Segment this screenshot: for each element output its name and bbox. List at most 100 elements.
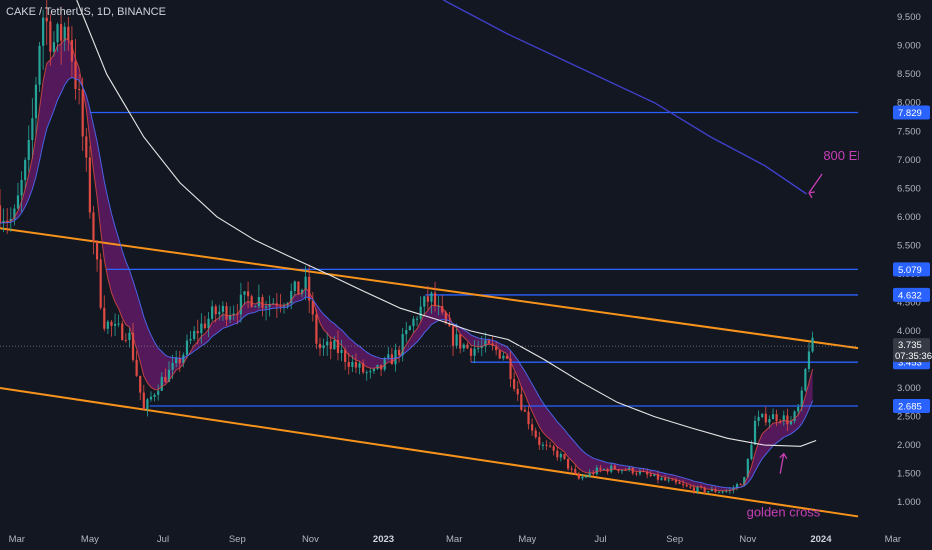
time-axis-background [0,526,932,550]
candle-body [534,430,537,438]
candles [0,0,814,495]
candle-body [638,471,642,474]
candle-body [620,470,624,472]
candle-body [153,394,156,397]
time-tick-label: May [518,534,536,545]
candle-body [42,17,45,46]
candle-body [311,300,314,315]
candle-body [60,24,63,41]
candle-body [196,330,199,334]
candle-body [16,195,20,209]
candle-body [602,469,606,471]
price-tag-label: 7.829 [898,108,922,119]
current-price-value: 3.735 [898,340,922,351]
candle-body [703,487,706,493]
annotation-arrow-golden-cross [779,452,788,474]
candle-body [509,358,512,380]
candle-body [250,296,253,307]
price-tick-label: 7.000 [897,155,921,166]
candle-body [225,306,228,320]
candle-body [351,361,354,367]
candle-body [67,26,70,40]
candle-body [710,489,713,492]
candle-body [362,363,365,373]
candle-body [761,413,764,417]
price-tag [893,105,930,120]
candle-body [789,420,793,425]
candle-body [513,379,516,389]
candle-body [121,323,124,340]
candle-body [804,368,807,391]
lower-trendline [0,387,859,518]
candle-body [304,276,307,290]
candle-body [635,473,638,475]
price-tick-label: 1.000 [897,497,921,508]
candle-body [365,372,368,374]
candle-body [523,409,527,412]
candle-body [13,208,16,219]
candle-body [239,294,242,315]
candle-body [160,376,163,391]
candle-body [182,354,185,364]
candle-body [505,355,509,359]
candle-body [459,334,462,349]
candle-body [221,306,225,312]
price-tag [893,399,930,414]
time-tick-label: Mar [446,534,462,545]
candle-body [682,483,685,486]
candle-body [103,307,106,329]
candle-body [653,474,656,476]
price-tick-label: 5.500 [897,240,921,251]
candle-body [135,359,138,376]
candle-body [588,472,591,477]
candle-body [764,413,767,423]
price-tag-label: 3.453 [898,358,922,369]
candle-body [282,305,286,307]
candle-body [473,348,476,356]
candle-body [27,139,30,160]
candle-body [696,486,699,492]
candle-body [685,485,688,487]
candle-body [469,348,473,356]
slow-ema-line [0,76,814,489]
candle-body [264,306,268,308]
candle-body [77,89,81,91]
candle-body [70,39,74,62]
time-axis: Mar May Jul Sep Nov 2023 Mar May Jul Sep Nov 2024 Ma… [0,526,932,550]
candle-body [178,358,181,364]
candle-body [232,313,235,316]
time-tick-label: Mar [885,534,901,545]
candle-body [405,330,408,335]
candle-body [433,292,437,307]
candle-body [426,296,429,302]
price-tag-label: 4.632 [898,290,922,301]
candle-body [671,479,674,481]
candle-body [552,446,555,451]
candle-body [516,388,519,395]
candle-body [164,376,167,382]
price-tick-label: 4.500 [897,297,921,308]
candle-body [462,344,465,349]
candle-body [477,347,480,349]
candle-body [775,414,778,421]
candle-body [441,305,444,313]
candle-body [175,358,178,364]
chart-title: CAKE / TetherUS, 1D, BINANCE [6,6,166,18]
ema-200-line [76,0,817,447]
candle-body [279,305,282,307]
candle-body [171,363,174,370]
candle-body [95,241,99,260]
candle-body [714,489,717,492]
candle-body [412,318,415,327]
candle-body [743,477,746,485]
candle-body [520,394,523,410]
candle-body [674,479,678,483]
candle-body [124,339,127,341]
candle-body [649,474,652,476]
candle-body [131,332,135,360]
candle-body [81,89,84,137]
candle-body [771,414,775,420]
candle-body [336,340,340,354]
time-tick-label: Nov [302,534,319,545]
